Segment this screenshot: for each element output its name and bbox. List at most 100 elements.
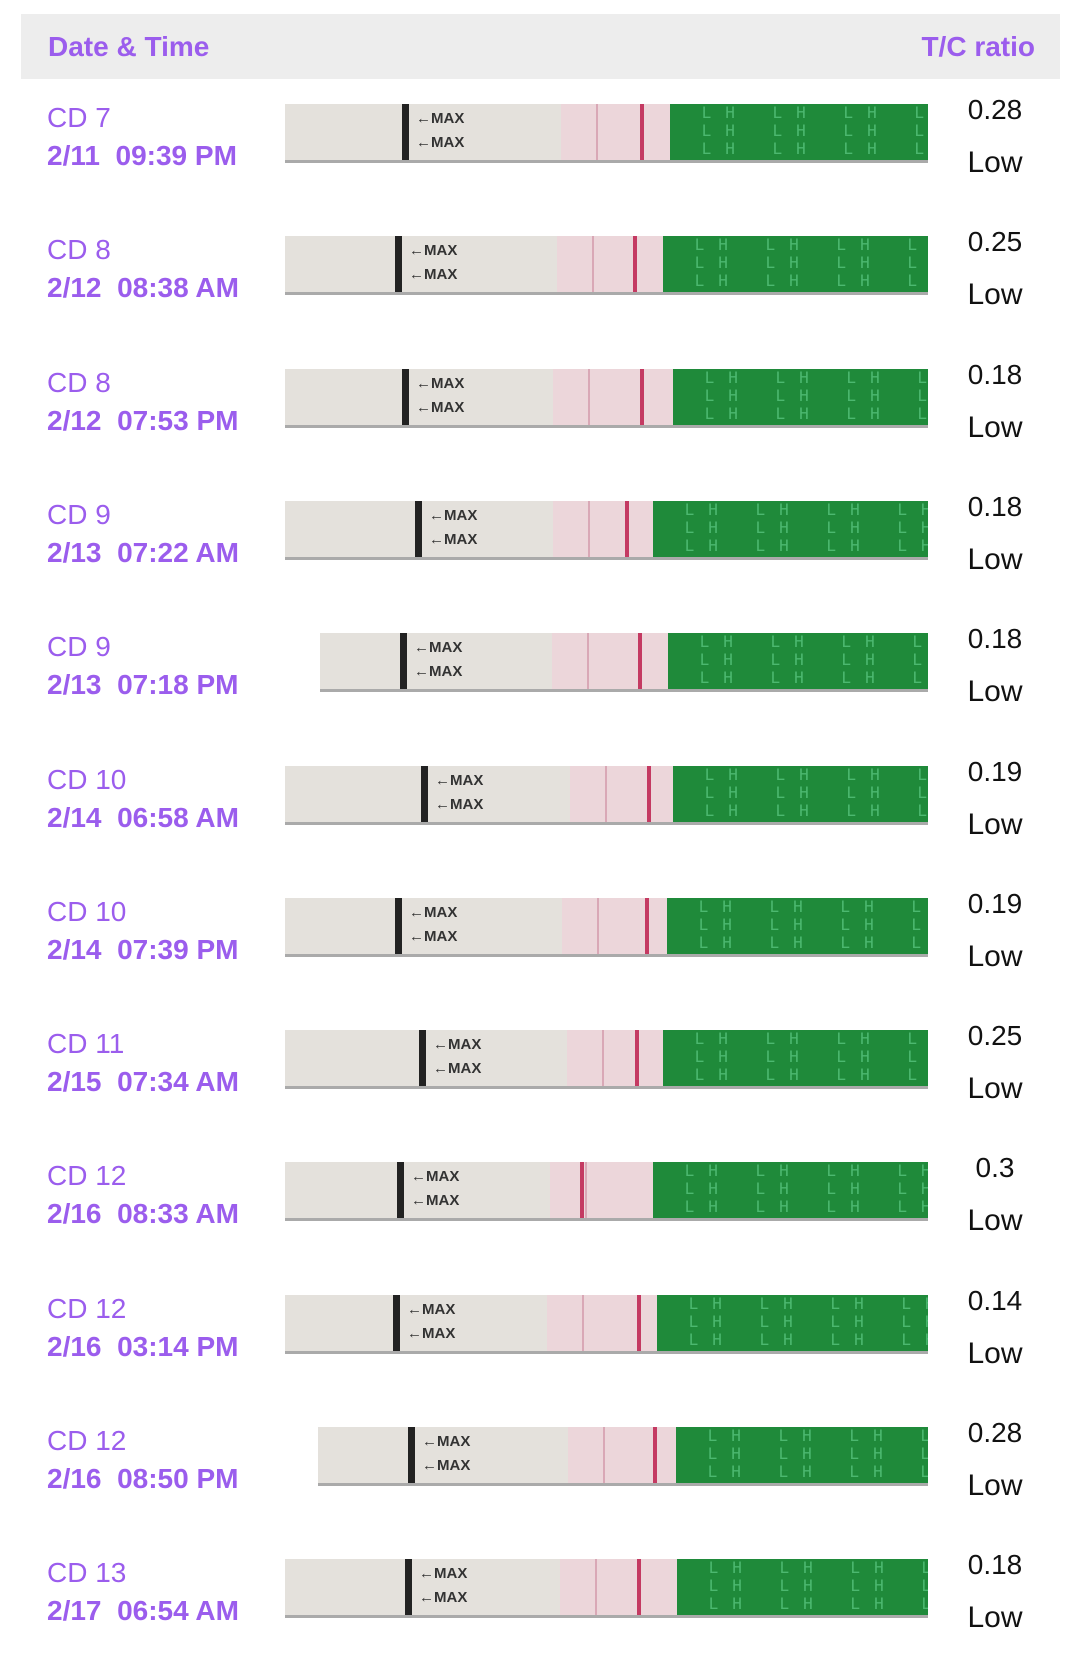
lh-level: Low: [967, 146, 1023, 179]
lh-label-area: LH LH LH LH LH LH LH LH LH LH LH LH LH L…: [670, 104, 928, 160]
test-row[interactable]: CD 9 2/13 07:18 PM ←MAX ←MAX LH LH LH LH…: [0, 619, 1080, 751]
max-label: ←MAX: [429, 506, 478, 524]
tc-ratio-value: 0.25: [967, 1020, 1023, 1052]
control-line: [597, 897, 599, 954]
test-line: [640, 368, 644, 425]
cycle-day: CD 13: [47, 1557, 127, 1589]
lh-level: Low: [967, 278, 1023, 312]
test-row[interactable]: CD 12 2/16 08:33 AM ←MAX ←MAX LH LH LH L…: [0, 1148, 1080, 1280]
max-line-bar: [421, 765, 428, 822]
test-row[interactable]: CD 11 2/15 07:34 AM ←MAX ←MAX LH LH LH L…: [0, 1016, 1080, 1148]
cycle-day: CD 12: [47, 1160, 127, 1192]
max-label: ←MAX: [419, 1565, 468, 1583]
lh-label-area: LH LH LH LH LH LH LH LH LH LH LH LH LH L…: [653, 1162, 928, 1219]
result-window: [560, 1559, 677, 1616]
tc-ratio-column-header: T/C ratio: [921, 31, 1035, 62]
time: 09:39 PM: [115, 140, 237, 171]
test-strip-image: ←MAX ←MAX LH LH LH LH LH LH LH LH LH LH …: [285, 104, 928, 163]
tc-ratio-value: 0.18: [967, 623, 1023, 655]
result-window: [557, 236, 663, 293]
test-line: [633, 236, 637, 293]
lh-label-area: LH LH LH LH LH LH LH LH LH LH LH LH LH L…: [663, 236, 928, 293]
test-strip-image: ←MAX ←MAX LH LH LH LH LH LH LH LH LH LH …: [285, 500, 928, 560]
date-time: 2/14 06:58 AM: [47, 802, 239, 834]
date-time: 2/11 09:39 PM: [47, 140, 237, 172]
lh-label-area: LH LH LH LH LH LH LH LH LH LH LH LH LH L…: [653, 500, 928, 557]
test-row[interactable]: CD 10 2/14 06:58 AM ←MAX ←MAX LH LH LH L…: [0, 752, 1080, 884]
cycle-day: CD 8: [47, 234, 111, 266]
max-label: ←MAX: [435, 771, 484, 789]
cycle-day: CD 10: [47, 895, 127, 927]
max-label: ←MAX: [407, 1324, 456, 1342]
lh-level: Low: [967, 1469, 1023, 1502]
max-line-bar: [415, 500, 422, 557]
lh-label-area: LH LH LH LH LH LH LH LH LH LH LH LH LH L…: [668, 633, 928, 690]
max-label: ←MAX: [411, 1192, 460, 1210]
max-line-bar: [397, 1162, 404, 1219]
max-label: ←MAX: [409, 903, 458, 921]
tc-ratio-value: 0.25: [967, 226, 1023, 258]
date-time: 2/15 07:34 AM: [47, 1066, 239, 1098]
date: 2/16: [47, 1330, 102, 1362]
control-line: [602, 1030, 604, 1087]
time: 07:34 AM: [117, 1066, 239, 1098]
lh-label-area: LH LH LH LH LH LH LH LH LH LH LH LH LH L…: [663, 1030, 928, 1087]
date-time: 2/12 08:38 AM: [47, 272, 239, 304]
tc-ratio-value: 0.28: [967, 1417, 1023, 1448]
result-window: [568, 1427, 676, 1483]
test-row[interactable]: CD 12 2/16 03:14 PM ←MAX ←MAX LH LH LH L…: [0, 1281, 1080, 1413]
cycle-day: CD 8: [47, 366, 111, 398]
lh-label-area: LH LH LH LH LH LH LH LH LH LH LH LH LH L…: [677, 1559, 928, 1616]
result-window: [553, 368, 673, 425]
cycle-day: CD 9: [47, 631, 111, 663]
result-window: [562, 897, 667, 954]
test-strip-image: ←MAX ←MAX LH LH LH LH LH LH LH LH LH LH …: [285, 368, 928, 428]
max-label: ←MAX: [409, 242, 458, 260]
max-label: ←MAX: [414, 663, 463, 681]
cycle-day: CD 11: [47, 1028, 125, 1060]
date-time: 2/13 07:18 PM: [47, 669, 238, 701]
lh-level: Low: [967, 939, 1023, 973]
lh-label-area: LH LH LH LH LH LH LH LH LH LH LH LH LH L…: [657, 1294, 928, 1351]
max-line-bar: [408, 1427, 415, 1483]
date: 2/11: [47, 140, 100, 171]
test-row[interactable]: CD 9 2/13 07:22 AM ←MAX ←MAX LH LH LH LH…: [0, 487, 1080, 619]
lh-level: Low: [967, 675, 1023, 709]
test-row[interactable]: CD 7 2/11 09:39 PM ←MAX ←MAX LH LH LH LH…: [0, 90, 1080, 222]
time: 06:54 AM: [117, 1595, 239, 1627]
control-line: [582, 1294, 584, 1351]
max-label: ←MAX: [429, 530, 478, 548]
time: 07:22 AM: [117, 536, 239, 568]
test-row[interactable]: CD 8 2/12 08:38 AM ←MAX ←MAX LH LH LH LH…: [0, 222, 1080, 354]
max-label: ←MAX: [433, 1036, 482, 1054]
table-header: Date & Time T/C ratio: [21, 14, 1060, 79]
date: 2/15: [47, 1066, 102, 1098]
date-time: 2/17 06:54 AM: [47, 1595, 239, 1627]
date-time: 2/13 07:22 AM: [47, 537, 239, 569]
lh-level: Low: [967, 1601, 1023, 1635]
test-row[interactable]: CD 13 2/17 06:54 AM ←MAX ←MAX LH LH LH L…: [0, 1545, 1080, 1677]
tc-ratio-value: 0.18: [967, 490, 1023, 522]
tc-ratio-value: 0.3: [975, 1152, 1015, 1184]
date-time: 2/16 08:50 PM: [47, 1463, 238, 1495]
test-strip-image: ←MAX ←MAX LH LH LH LH LH LH LH LH LH LH …: [285, 1162, 928, 1222]
test-row[interactable]: CD 12 2/16 08:50 PM ←MAX ←MAX LH LH LH L…: [0, 1413, 1080, 1545]
max-label: ←MAX: [416, 398, 465, 416]
control-line: [605, 765, 607, 822]
test-row[interactable]: CD 8 2/12 07:53 PM ←MAX ←MAX LH LH LH LH…: [0, 355, 1080, 487]
max-label: ←MAX: [433, 1060, 482, 1078]
date-time: 2/12 07:53 PM: [47, 405, 238, 437]
date-time: 2/16 08:33 AM: [47, 1198, 239, 1230]
time: 07:53 PM: [117, 404, 239, 436]
test-line: [645, 897, 649, 954]
max-line-bar: [395, 236, 402, 293]
max-label: ←MAX: [422, 1433, 471, 1450]
date: 2/14: [47, 933, 102, 965]
date-time: 2/16 03:14 PM: [47, 1331, 238, 1363]
tc-ratio-value: 0.18: [967, 1549, 1023, 1581]
test-line: [625, 500, 629, 557]
test-row[interactable]: CD 10 2/14 07:39 PM ←MAX ←MAX LH LH LH L…: [0, 884, 1080, 1016]
max-line-bar: [395, 897, 402, 954]
lh-label-area: LH LH LH LH LH LH LH LH LH LH LH LH LH L…: [673, 765, 928, 822]
max-label: ←MAX: [409, 266, 458, 284]
